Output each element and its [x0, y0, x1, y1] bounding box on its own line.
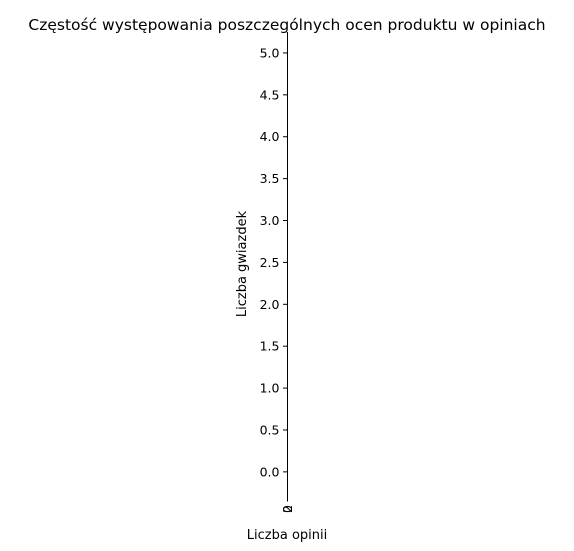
y-tick-label: 2.0 — [260, 297, 280, 312]
y-tick-label: 1.5 — [260, 339, 280, 354]
y-tick-label: 3.0 — [260, 213, 280, 228]
y-tick-label: 5.0 — [260, 45, 280, 60]
y-tick-label: 0.5 — [260, 422, 280, 437]
y-tick-label: 4.0 — [260, 129, 280, 144]
y-tick-label: 2.5 — [260, 255, 280, 270]
y-axis-ticks: 0.0 0.5 1.0 1.5 2.0 2.5 3.0 3.5 4.0 4.5 5.0 — [260, 45, 288, 479]
y-tick-label: 3.5 — [260, 171, 280, 186]
y-tick-label: 0.0 — [260, 464, 280, 479]
x-tick-label: 2 — [280, 505, 295, 513]
x-axis-label: Liczba opinii — [247, 528, 327, 543]
y-axis-label: Liczba gwiazdek — [235, 210, 250, 317]
x-axis-ticks: 20 — [280, 497, 295, 513]
x-tick-label: 0 — [280, 505, 295, 513]
chart-title: Częstość występowania poszczególnych oce… — [28, 16, 545, 34]
y-tick-label: 1.0 — [260, 381, 280, 396]
y-tick-label: 4.5 — [260, 87, 280, 102]
